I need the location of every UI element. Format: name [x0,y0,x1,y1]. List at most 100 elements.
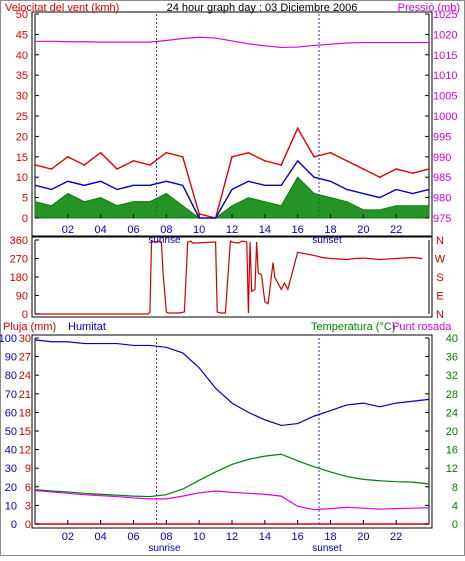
temperature-tick-label: 28 [446,389,458,401]
wind-speed-point [66,155,69,158]
humidity-tick-label: 90 [5,352,17,364]
temperature-tick-label: 4 [452,500,458,512]
p1-x-tick-label: 12 [226,224,238,236]
wind-speed-point [247,151,250,154]
min-gust-area [34,176,430,219]
p3-x-tick-label: 02 [62,531,74,543]
panel1-border [31,11,433,237]
p3-x-tick-label: 14 [259,531,271,543]
wind-speed-point [149,164,151,166]
rain-tick-label: 0 [25,519,31,531]
p1-x-tick-label: 02 [62,224,74,236]
humidity-line [34,339,430,427]
humidity-tick-label: 30 [5,463,17,475]
wind-speed-point [214,217,217,219]
compass-label: E [436,291,443,303]
p3-x-tick-label: 04 [95,531,107,543]
temperature-tick-label: 12 [446,463,458,475]
wind-speed-point [132,159,135,162]
rain-axis-title: Pluja (mm) [3,321,56,333]
rain-tick-label: 18 [19,407,31,419]
p3-sun-label: sunrise [148,543,181,554]
pressure-line [35,36,429,49]
graph-title: 24 hour graph day : 03 Diciembre 2006 [167,2,358,14]
wind-tick-label: 30 [16,91,28,103]
wind-tick-label: 25 [16,111,28,123]
wind-tick-label: 50 [16,9,28,21]
p1-x-tick-label: 06 [127,224,139,236]
p3-x-tick-label: 18 [324,531,336,543]
temperature-tick-label: 0 [452,519,458,531]
compass-label: N [436,309,444,321]
pressure-tick-label: 980 [433,193,451,205]
rain-tick-label: 3 [25,500,31,512]
humidity-tick-label: 50 [5,426,17,438]
wind-speed-point [231,155,233,158]
direction-tick-label: 0 [22,309,28,321]
wind-tick-label: 15 [16,152,28,164]
wind-tick-label: 10 [16,172,28,184]
p1-sun-label: sunrise [148,235,181,246]
compass-label: W [435,254,446,266]
pressure-axis-title: Pressió (mb) [398,2,460,14]
direction-tick-label: 90 [16,291,28,303]
wind-speed-point [411,172,414,175]
temperature-axis-title: Temperatura (°C) [311,321,395,333]
wind-tick-label: 5 [22,193,28,205]
p1-x-tick-label: 08 [160,224,172,236]
wind-speed-point [83,164,86,166]
pressure-tick-label: 1005 [433,91,457,103]
wind-speed-point [329,151,332,154]
p1-x-tick-label: 20 [357,224,369,236]
humidity-tick-label: 60 [5,407,17,419]
wind-speed-point [181,155,184,158]
panel2-border [31,236,433,318]
p3-x-tick-label: 16 [292,531,304,543]
p3-x-tick-label: 22 [390,531,402,543]
rain-tick-label: 27 [19,352,31,364]
wind-speed-point [50,168,53,170]
pressure-tick-label: 975 [433,213,451,225]
p3-x-tick-label: 06 [127,531,139,543]
wind-speed-point [428,168,430,170]
rain-tick-label: 30 [19,333,31,345]
temperature-tick-label: 36 [446,352,458,364]
compass-label: N [436,235,444,247]
pressure-tick-label: 1020 [433,29,457,41]
p1-x-tick-label: 04 [95,224,107,236]
wind-tick-label: 20 [16,131,28,143]
p3-sun-label: sunset [312,543,342,554]
temperature-tick-label: 40 [446,333,458,345]
temperature-tick-label: 8 [452,482,458,494]
temperature-tick-label: 32 [446,370,458,382]
wind-direction-line [35,239,423,315]
p3-x-tick-label: 08 [160,531,172,543]
rain-tick-label: 6 [25,482,31,494]
dewpoint-axis-title: Punt rosada [392,321,452,333]
wind-speed-point [280,164,283,166]
wind-tick-label: 40 [16,50,28,62]
humidity-tick-label: 10 [5,500,17,512]
p1-x-tick-label: 18 [324,224,336,236]
p3-x-tick-label: 10 [193,531,205,543]
wind-speed-point [263,159,266,162]
humidity-axis-title: Humitat [68,321,106,333]
p3-x-tick-label: 20 [357,531,369,543]
direction-tick-label: 360 [10,235,28,247]
p1-sun-label: sunset [312,235,342,246]
rain-tick-label: 21 [19,389,31,401]
wind-tick-label: 0 [22,213,28,225]
pressure-tick-label: 1010 [433,70,457,82]
humidity-tick-label: 40 [5,445,17,457]
pressure-tick-label: 1025 [433,9,457,21]
humidity-tick-label: 80 [5,370,17,382]
wind-speed-point [362,168,365,170]
temperature-line [34,453,430,498]
direction-tick-label: 180 [10,272,28,284]
compass-label: S [436,272,443,284]
wind-tick-label: 35 [16,70,28,82]
rain-tick-label: 24 [19,370,31,382]
